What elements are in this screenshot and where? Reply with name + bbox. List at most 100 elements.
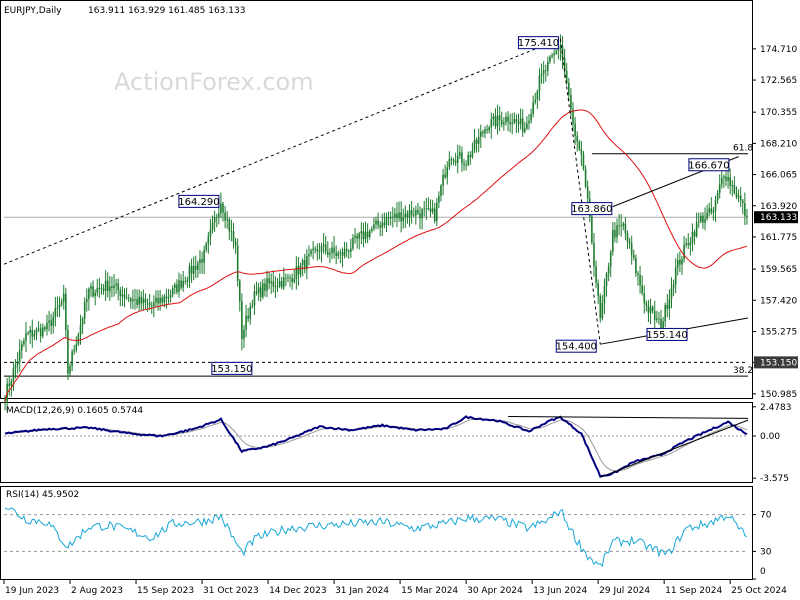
candle-body: [532, 102, 534, 115]
candle-body: [350, 248, 352, 252]
candle-body: [511, 122, 514, 125]
candle-body: [8, 383, 11, 386]
candle-body: [161, 297, 164, 303]
candle-body: [385, 217, 388, 225]
candle-body: [576, 136, 578, 142]
candle-body: [73, 350, 76, 352]
watermark: ActionForex.com: [114, 68, 314, 96]
candle-body: [138, 296, 140, 305]
candle-body: [375, 220, 377, 225]
candle-body: [272, 281, 275, 287]
candle-body: [679, 259, 681, 265]
candle-body: [649, 306, 652, 313]
price-label-box: [646, 327, 688, 341]
candle-body: [104, 280, 107, 291]
candle-body: [593, 242, 595, 267]
candle-body: [136, 299, 138, 305]
candle-body: [127, 297, 130, 299]
candle-body: [710, 208, 713, 213]
candle-body: [387, 217, 390, 219]
candle-body: [662, 321, 664, 332]
candle-body: [60, 301, 63, 305]
candle-body: [199, 259, 201, 264]
candle-body: [406, 213, 409, 218]
candle-body: [146, 302, 149, 304]
candle-body: [182, 280, 184, 288]
candle-body: [247, 315, 249, 319]
candle-body: [180, 280, 182, 288]
candle-body: [700, 215, 702, 222]
candle-body: [584, 169, 587, 187]
candle-body: [44, 327, 46, 330]
candle-body: [83, 302, 86, 319]
candle-body: [578, 141, 581, 150]
candle-body: [268, 278, 270, 284]
candle-body: [519, 118, 522, 124]
price-label-154-400: 154.400: [555, 339, 597, 353]
candle-body: [524, 128, 526, 132]
candle-body: [530, 114, 532, 121]
candle-body: [67, 330, 69, 374]
candle-body: [565, 70, 568, 84]
symbol-header: EURJPY,Daily: [4, 6, 62, 16]
price-label-box: [211, 361, 253, 375]
candle-body: [616, 225, 618, 238]
x-axis-label: 31 Oct 2023: [203, 586, 259, 596]
fib-618-label: 61.8: [733, 144, 753, 154]
candle-body: [674, 267, 677, 285]
macd-axis-label: 2.4783: [760, 403, 792, 413]
candle-body: [27, 332, 29, 334]
candle-body: [295, 266, 298, 279]
candle-body: [106, 280, 109, 292]
price-label-text: 154.400: [556, 342, 597, 353]
candle-body: [542, 70, 545, 74]
price-label-175-410: 175.410: [517, 36, 559, 50]
candle-body: [163, 296, 166, 303]
candle-body: [689, 242, 692, 246]
candle-body: [704, 218, 706, 223]
candle-body: [228, 219, 231, 232]
candle-body: [190, 265, 193, 274]
candle-body: [486, 129, 488, 131]
candle-body: [417, 210, 419, 214]
candle-body: [706, 212, 708, 219]
candle-body: [282, 277, 285, 288]
candle-body: [427, 208, 430, 209]
candle-body: [505, 116, 507, 123]
candle-body: [111, 286, 113, 289]
candle-body: [77, 334, 80, 345]
candle-body: [601, 303, 604, 319]
candle-body: [609, 251, 612, 267]
price-axis-label: 170.355: [760, 108, 797, 118]
candle-body: [207, 236, 210, 244]
candle-body: [232, 231, 235, 242]
candle-body: [301, 260, 304, 265]
price-label-box: [517, 36, 559, 50]
candle-body: [582, 154, 585, 170]
price-label-text: 153.150: [211, 364, 252, 375]
candle-body: [203, 249, 205, 263]
candle-body: [498, 115, 501, 121]
candle-body: [197, 263, 199, 270]
candle-body: [56, 307, 59, 309]
candle-body: [402, 217, 405, 222]
candle-body: [479, 131, 482, 137]
candle-body: [664, 305, 667, 322]
candle-body: [341, 252, 344, 256]
price-axis-label: 163.920: [760, 202, 797, 212]
candle-body: [31, 329, 34, 337]
candle-body: [192, 265, 195, 274]
price-label-box: [555, 339, 597, 353]
candle-body: [503, 122, 505, 125]
candle-body: [337, 253, 340, 256]
x-axis-label: 13 Jun 2024: [533, 586, 587, 596]
candle-body: [194, 265, 197, 270]
candle-body: [186, 280, 189, 282]
candle-body: [326, 251, 329, 255]
candle-body: [230, 231, 233, 232]
candle-body: [383, 222, 386, 225]
candle-body: [21, 344, 23, 351]
rsi-panel-frame: [0, 486, 753, 580]
macd-layer: [4, 415, 749, 478]
rsi-axis-label: 70: [760, 511, 772, 521]
